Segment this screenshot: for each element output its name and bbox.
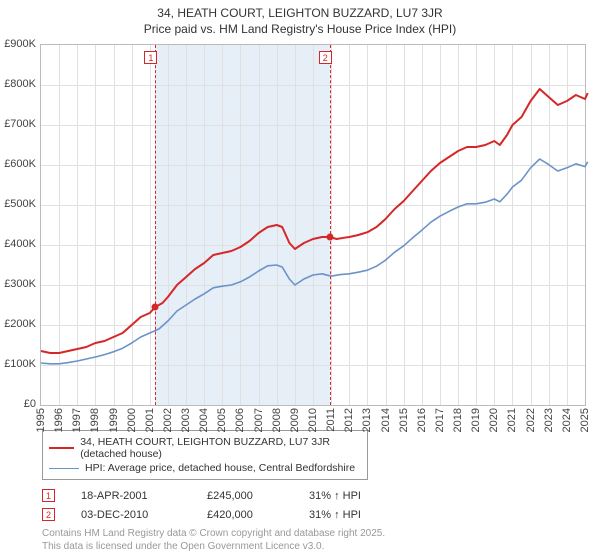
x-tick-label: 2004	[198, 408, 210, 432]
series-price_paid	[41, 89, 588, 353]
footer-line: This data is licensed under the Open Gov…	[42, 541, 600, 554]
x-tick-label: 2011	[325, 408, 337, 432]
x-tick-label: 2016	[416, 408, 428, 432]
title-line-2: Price paid vs. HM Land Registry's House …	[0, 22, 600, 36]
y-tick-label: £100K	[0, 358, 36, 370]
transaction-marker: 1	[42, 489, 55, 502]
x-tick-label: 2023	[543, 408, 555, 432]
transaction-marker: 2	[42, 508, 55, 521]
series-svg	[41, 45, 585, 405]
x-tick-label: 2001	[144, 408, 156, 432]
transaction-delta: 31% ↑ HPI	[309, 490, 361, 502]
y-tick-label: £700K	[0, 118, 36, 130]
x-tick-label: 2005	[216, 408, 228, 432]
legend-item: 34, HEATH COURT, LEIGHTON BUZZARD, LU7 3…	[49, 435, 361, 461]
transaction-row: 1 18-APR-2001 £245,000 31% ↑ HPI	[42, 486, 600, 505]
x-tick-label: 1996	[53, 408, 65, 432]
y-tick-label: £400K	[0, 238, 36, 250]
plot-area: 12	[40, 44, 586, 406]
transaction-date: 18-APR-2001	[81, 490, 181, 502]
x-tick-label: 2009	[289, 408, 301, 432]
x-tick-label: 2006	[234, 408, 246, 432]
y-tick-label: £0	[0, 398, 36, 410]
x-tick-label: 2015	[398, 408, 410, 432]
x-tick-label: 2007	[253, 408, 265, 432]
legend-swatch	[49, 447, 74, 449]
legend-label: 34, HEATH COURT, LEIGHTON BUZZARD, LU7 3…	[80, 436, 361, 460]
transaction-date: 03-DEC-2010	[81, 509, 181, 521]
y-tick-label: £900K	[0, 38, 36, 50]
transaction-price: £420,000	[207, 509, 283, 521]
legend-label: HPI: Average price, detached house, Cent…	[85, 462, 355, 474]
x-tick-label: 2025	[579, 408, 591, 432]
x-tick-label: 2013	[361, 408, 373, 432]
x-tick-label: 2017	[434, 408, 446, 432]
x-tick-label: 2018	[452, 408, 464, 432]
chart-title: 34, HEATH COURT, LEIGHTON BUZZARD, LU7 3…	[0, 0, 600, 38]
footer-line: Contains HM Land Registry data © Crown c…	[42, 528, 600, 541]
x-tick-label: 2014	[380, 408, 392, 432]
x-tick-label: 2010	[307, 408, 319, 432]
title-line-1: 34, HEATH COURT, LEIGHTON BUZZARD, LU7 3…	[0, 6, 600, 20]
y-tick-label: £200K	[0, 318, 36, 330]
x-tick-label: 2022	[525, 408, 537, 432]
x-tick-label: 1998	[89, 408, 101, 432]
y-tick-label: £300K	[0, 278, 36, 290]
transaction-price: £245,000	[207, 490, 283, 502]
x-tick-label: 2024	[561, 408, 573, 432]
chart: 12 £0 £100K £200K £300K £400K £500K £600K £700K…	[0, 38, 594, 430]
footer-attribution: Contains HM Land Registry data © Crown c…	[42, 528, 600, 553]
x-tick-label: 2008	[271, 408, 283, 432]
x-tick-label: 1995	[35, 408, 47, 432]
y-tick-label: £500K	[0, 198, 36, 210]
transactions-table: 1 18-APR-2001 £245,000 31% ↑ HPI 2 03-DE…	[42, 486, 600, 524]
transaction-row: 2 03-DEC-2010 £420,000 31% ↑ HPI	[42, 505, 600, 524]
y-tick-label: £600K	[0, 158, 36, 170]
x-tick-label: 2019	[470, 408, 482, 432]
legend-item: HPI: Average price, detached house, Cent…	[49, 461, 361, 475]
x-tick-label: 1997	[71, 408, 83, 432]
x-tick-label: 2012	[343, 408, 355, 432]
x-tick-label: 2000	[126, 408, 138, 432]
x-tick-label: 2021	[506, 408, 518, 432]
x-tick-label: 1999	[108, 408, 120, 432]
legend: 34, HEATH COURT, LEIGHTON BUZZARD, LU7 3…	[42, 430, 368, 480]
x-tick-label: 2002	[162, 408, 174, 432]
legend-swatch	[49, 468, 79, 469]
transaction-delta: 31% ↑ HPI	[309, 509, 361, 521]
x-tick-label: 2020	[488, 408, 500, 432]
y-tick-label: £800K	[0, 78, 36, 90]
x-tick-label: 2003	[180, 408, 192, 432]
